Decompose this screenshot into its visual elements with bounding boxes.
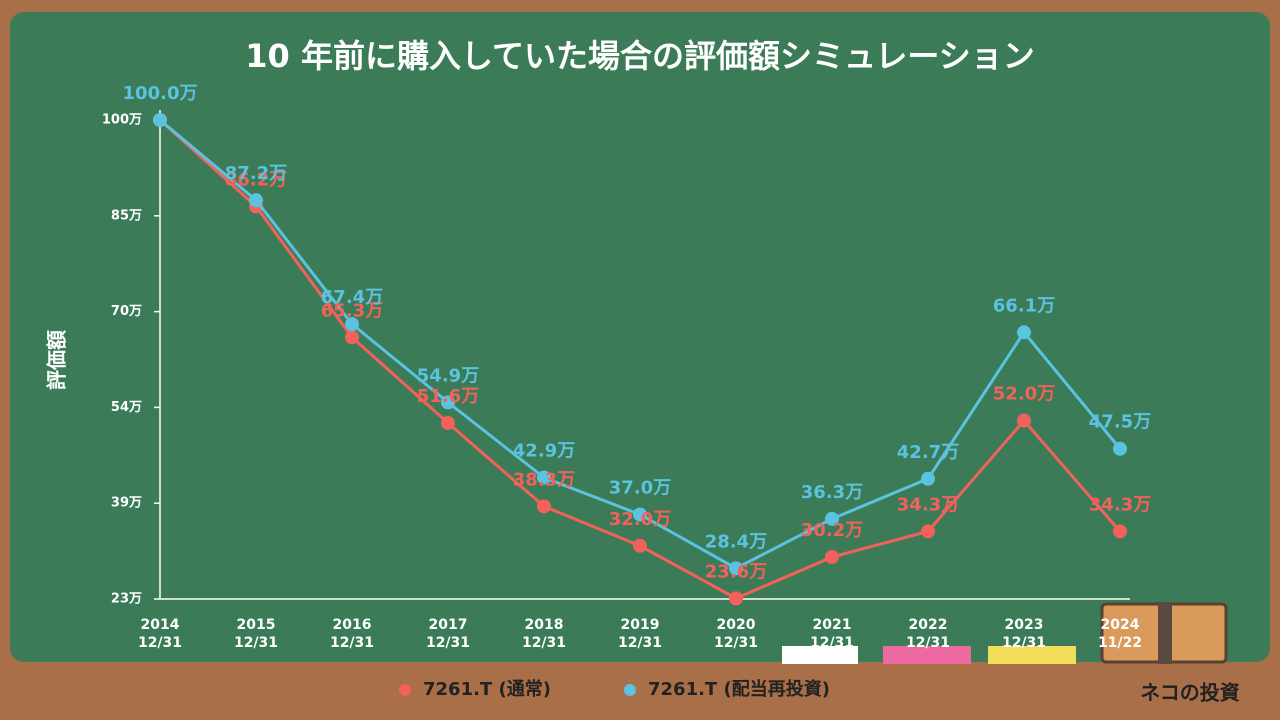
value-label: 47.5万: [1089, 412, 1151, 433]
value-label: 38.3万: [513, 469, 575, 490]
data-point: [345, 317, 359, 332]
value-label: 23.6万: [705, 561, 767, 582]
y-axis-label: 評価額: [45, 330, 69, 390]
data-point: [537, 470, 551, 485]
data-point: [921, 524, 935, 539]
legend-label: 7261.T (通常): [423, 678, 551, 700]
y-tick-label: 85万: [111, 208, 142, 223]
value-label: 36.3万: [801, 482, 863, 503]
value-label: 100.0万: [123, 83, 198, 104]
value-label: 32.0万: [609, 509, 671, 530]
y-tick-label: 70万: [111, 304, 142, 319]
data-point: [825, 550, 839, 565]
value-label: 34.3万: [897, 494, 959, 515]
data-point: [633, 538, 647, 553]
x-tick-label: 12/31: [714, 635, 758, 651]
x-tick-label: 2019: [621, 617, 660, 633]
data-point: [1113, 524, 1127, 539]
value-label: 42.9万: [513, 441, 575, 462]
x-tick-label: 11/22: [1098, 635, 1142, 651]
value-label: 37.0万: [609, 477, 671, 498]
value-label: 87.2万: [225, 163, 287, 184]
data-point: [1017, 413, 1031, 428]
data-point: [249, 193, 263, 208]
eraser-band: [1158, 602, 1172, 664]
y-tick-label: 100万: [102, 113, 142, 128]
data-point: [153, 113, 167, 127]
x-tick-label: 12/31: [906, 635, 950, 651]
data-point: [921, 471, 935, 486]
x-tick-label: 12/31: [426, 635, 470, 651]
x-tick-label: 2020: [717, 617, 756, 633]
value-label: 67.4万: [321, 287, 383, 308]
value-label: 28.4万: [705, 531, 767, 552]
data-point: [345, 330, 359, 345]
legend-marker: [399, 684, 411, 696]
x-tick-label: 2014: [141, 617, 180, 633]
data-point: [1017, 325, 1031, 340]
data-point: [825, 511, 839, 526]
value-label: 54.9万: [417, 365, 479, 386]
logo: ネコの投資: [1140, 681, 1240, 705]
x-tick-label: 2023: [1005, 617, 1044, 633]
x-tick-label: 12/31: [330, 635, 374, 651]
value-label: 42.7万: [897, 442, 959, 463]
chalk-pink: [883, 646, 971, 664]
value-label: 52.0万: [993, 384, 1055, 405]
x-tick-label: 12/31: [138, 635, 182, 651]
x-tick-label: 2018: [525, 617, 564, 633]
x-tick-label: 2017: [429, 617, 468, 633]
y-tick-label: 54万: [111, 400, 142, 415]
value-label: 65.3万: [321, 300, 383, 321]
value-label: 30.2万: [801, 520, 863, 541]
value-label: 34.3万: [1089, 494, 1151, 515]
x-tick-label: 2021: [813, 617, 852, 633]
x-tick-label: 12/31: [618, 635, 662, 651]
y-tick-label: 23万: [111, 592, 142, 607]
x-tick-label: 12/31: [234, 635, 278, 651]
data-point: [729, 561, 743, 576]
data-point: [729, 591, 743, 606]
data-point: [1113, 441, 1127, 456]
data-point: [537, 499, 551, 514]
x-tick-label: 12/31: [522, 635, 566, 651]
y-tick-label: 39万: [111, 496, 142, 511]
x-tick-label: 2016: [333, 617, 372, 633]
legend-label: 7261.T (配当再投資): [648, 678, 830, 700]
x-tick-label: 12/31: [1002, 635, 1046, 651]
x-tick-label: 2015: [237, 617, 276, 633]
value-label: 66.1万: [993, 295, 1055, 316]
data-point: [633, 507, 647, 522]
chalkboard: [10, 12, 1270, 662]
x-tick-label: 12/31: [810, 635, 854, 651]
x-tick-label: 2024: [1101, 617, 1140, 633]
data-point: [441, 395, 455, 410]
chart-title: 10 年前に購入していた場合の評価額シミュレーション: [245, 37, 1034, 75]
chalk-white: [782, 646, 858, 664]
legend-marker: [624, 684, 636, 696]
value-label: 86.2万: [225, 169, 287, 190]
x-tick-label: 2022: [909, 617, 948, 633]
chalk-yellow: [988, 646, 1076, 664]
data-point: [441, 416, 455, 431]
value-label: 51.6万: [417, 386, 479, 407]
